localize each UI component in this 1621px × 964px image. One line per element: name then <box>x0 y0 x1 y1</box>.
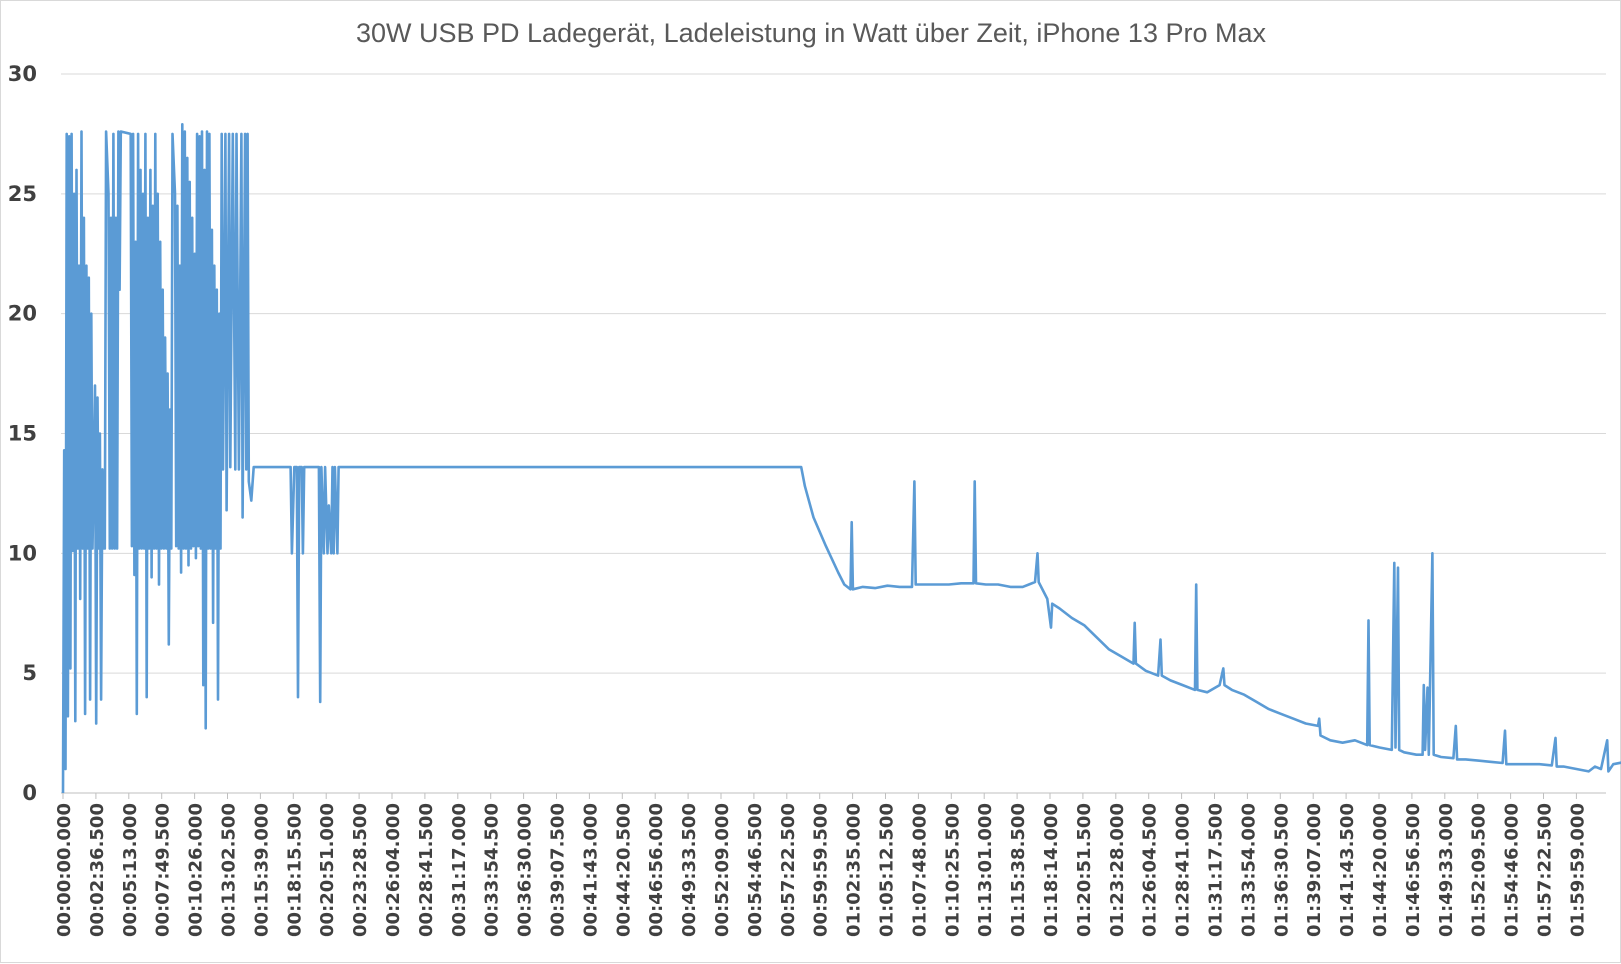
x-tick-label: 01:41:43.500 <box>1337 803 1358 937</box>
x-tick-label: 01:52:09.500 <box>1469 803 1490 937</box>
chart-title: 30W USB PD Ladegerät, Ladeleistung in Wa… <box>356 18 1266 48</box>
x-tick-label: 01:33:54.000 <box>1238 803 1259 937</box>
y-tick-label: 5 <box>22 661 37 685</box>
x-tick-label: 00:26:04.000 <box>383 803 404 937</box>
x-tick-label: 00:59:59.500 <box>811 803 832 937</box>
x-tick-label: 01:23:28.000 <box>1107 803 1128 937</box>
x-tick-label: 00:10:26.000 <box>186 803 207 937</box>
y-tick-label: 30 <box>8 62 37 86</box>
x-tick-label: 01:54:46.000 <box>1502 803 1523 937</box>
x-tick-label: 01:07:48.000 <box>909 803 930 937</box>
x-tick-label: 00:54:46.500 <box>745 803 766 937</box>
x-tick-label: 00:28:41.500 <box>416 803 437 937</box>
x-tick-label: 01:26:04.500 <box>1140 803 1161 937</box>
x-tick-label: 01:39:07.000 <box>1304 803 1325 937</box>
x-tick-label: 00:36:30.000 <box>515 803 536 937</box>
x-tick-label: 00:41:43.000 <box>580 803 601 937</box>
x-tick-label: 00:13:02.500 <box>219 803 240 937</box>
x-tick-label: 01:18:14.000 <box>1041 803 1062 937</box>
x-tick-label: 01:20:51.500 <box>1074 803 1095 937</box>
x-tick-label: 01:02:35.000 <box>844 803 865 937</box>
x-tick-label: 00:23:28.500 <box>350 803 371 937</box>
x-tick-label: 01:10:25.500 <box>942 803 963 937</box>
x-tick-label: 00:18:15.500 <box>284 803 305 937</box>
x-axis: 00:00:00.000 00:02:36.500 00:05:13.000 00:0… <box>54 792 1606 937</box>
x-tick-label: 00:07:49.500 <box>153 803 174 937</box>
x-tick-label: 01:28:41.000 <box>1173 803 1194 937</box>
series-layer <box>61 123 1621 794</box>
x-tick-label: 00:31:17.000 <box>449 803 470 937</box>
x-tick-label: 00:46:56.000 <box>646 803 667 937</box>
y-axis-ticks: 0 5 10 15 20 25 30 <box>8 62 37 805</box>
x-tick-label: 01:31:17.500 <box>1206 803 1227 937</box>
y-tick-label: 0 <box>22 781 37 805</box>
x-tick-label: 00:39:07.500 <box>548 803 569 937</box>
y-tick-label: 10 <box>8 541 37 565</box>
x-tick-label: 00:02:36.500 <box>87 803 108 937</box>
x-tick-label: 01:44:20.000 <box>1370 803 1391 937</box>
x-tick-label: 01:46:56.500 <box>1403 803 1424 937</box>
x-tick-label: 01:05:12.500 <box>877 803 898 937</box>
x-tick-label: 00:52:09.000 <box>712 803 733 937</box>
x-tick-label: 00:33:54.500 <box>482 803 503 937</box>
x-tick-label: 01:57:22.500 <box>1535 803 1556 937</box>
x-tick-label: 01:36:30.500 <box>1271 803 1292 937</box>
series-line-0 <box>61 123 1621 794</box>
y-tick-label: 15 <box>8 422 37 446</box>
x-tick-label: 00:44:20.500 <box>613 803 634 937</box>
x-tick-label: 00:15:39.000 <box>251 803 272 937</box>
x-tick-label: 00:00:00.000 <box>54 803 75 937</box>
x-tick-label: 01:13:01.000 <box>975 803 996 937</box>
y-tick-label: 25 <box>8 182 37 206</box>
y-tick-label: 20 <box>8 302 37 326</box>
gridlines <box>61 73 1606 674</box>
x-tick-label: 01:59:59.000 <box>1567 803 1588 937</box>
x-tick-label: 01:49:33.000 <box>1436 803 1457 937</box>
x-tick-label: 00:49:33.500 <box>679 803 700 937</box>
x-tick-label: 01:15:38.500 <box>1008 803 1029 937</box>
x-tick-label: 00:20:51.000 <box>317 803 338 937</box>
x-tick-label: 00:57:22.500 <box>778 803 799 937</box>
x-tick-label: 00:05:13.000 <box>120 803 141 937</box>
